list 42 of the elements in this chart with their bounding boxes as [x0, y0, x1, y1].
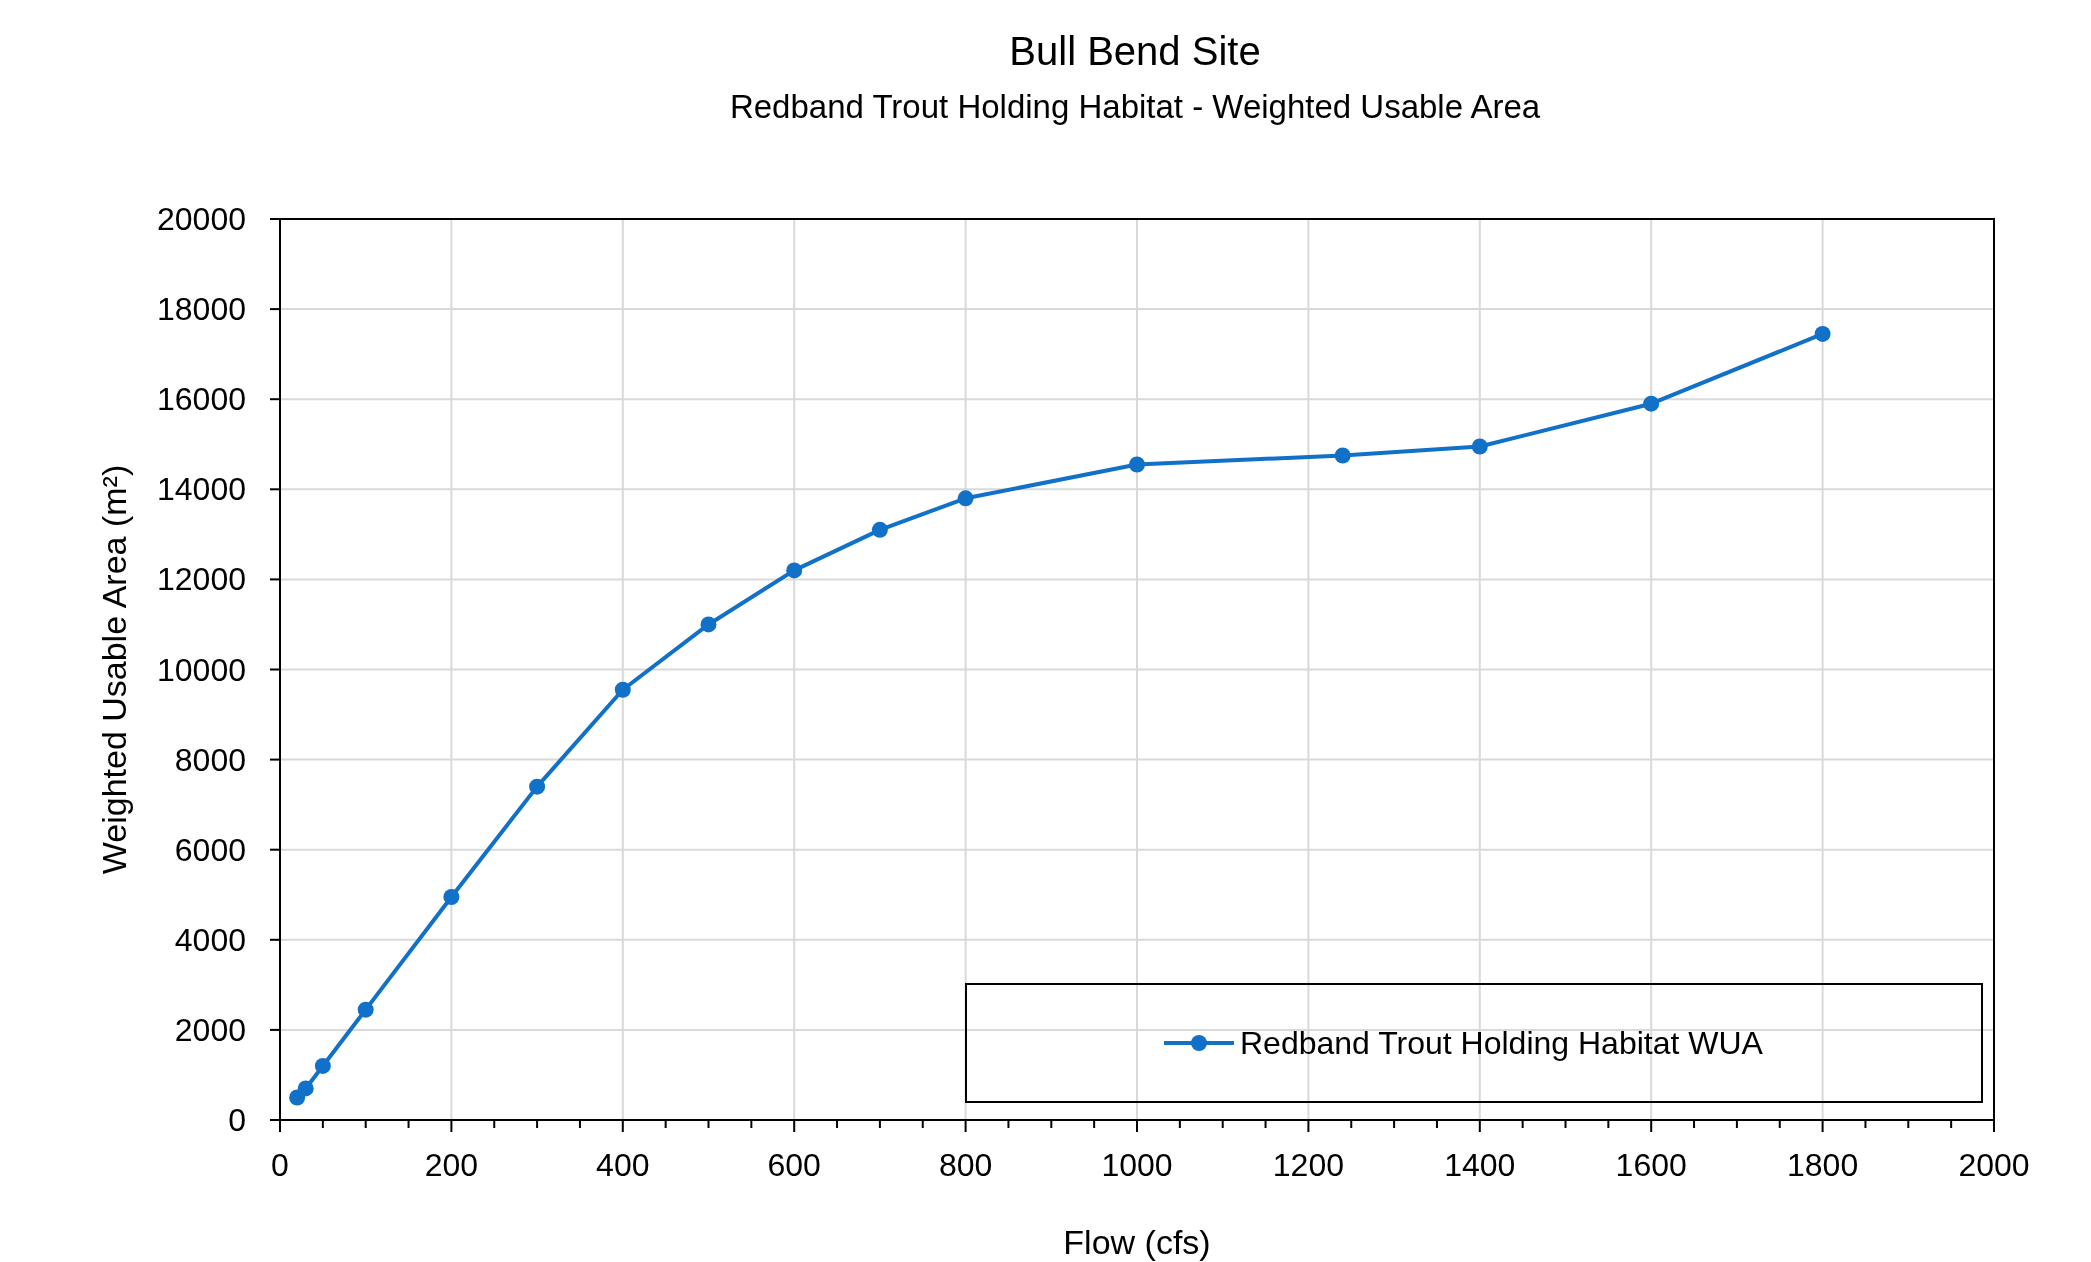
x-tick-label: 200 — [424, 1147, 479, 1183]
y-tick-label: 6000 — [174, 831, 246, 868]
y-tick-label: 18000 — [157, 291, 246, 328]
point — [1334, 447, 1351, 464]
point — [529, 778, 546, 795]
point — [871, 521, 888, 538]
y-tick-label: 16000 — [157, 381, 246, 418]
point — [614, 681, 631, 698]
y-tick-label: 0 — [228, 1102, 246, 1138]
point — [357, 1001, 374, 1018]
y-tick-label: 2000 — [174, 1011, 246, 1048]
y-tick-label: 4000 — [174, 921, 246, 958]
point — [314, 1057, 331, 1074]
y-tick-label: 12000 — [157, 561, 246, 598]
y-tick-label: 20000 — [157, 201, 246, 237]
y-axis-title: Weighted Usable Area (m²) — [95, 464, 133, 875]
point — [957, 490, 974, 507]
x-tick-label: 1200 — [1272, 1147, 1344, 1183]
chart-title: Bull Bend Site — [1009, 29, 1261, 73]
point — [786, 562, 803, 579]
x-tick-label: 2000 — [1958, 1147, 2030, 1183]
x-tick-label: 400 — [596, 1147, 650, 1183]
x-axis-title: Flow (cfs) — [1063, 1223, 1211, 1261]
y-tick-label: 8000 — [174, 741, 246, 778]
y-tick-label: 14000 — [157, 471, 246, 508]
point — [700, 616, 717, 633]
point — [443, 889, 460, 905]
y-tick-label: 10000 — [157, 651, 246, 688]
x-tick-label: 1600 — [1615, 1147, 1687, 1183]
point — [297, 1080, 314, 1097]
x-tick-label: 600 — [767, 1147, 821, 1183]
x-tick-label: 1800 — [1787, 1147, 1859, 1183]
point — [1814, 325, 1831, 342]
point — [1471, 438, 1488, 455]
x-tick-label: 1000 — [1101, 1147, 1173, 1183]
point — [1643, 395, 1660, 412]
x-tick-label: 1400 — [1444, 1147, 1516, 1183]
chart-subtitle: Redband Trout Holding Habitat - Weighted Usable Area — [729, 88, 1541, 125]
x-tick-label: 800 — [938, 1147, 993, 1183]
legend-label: Redband Trout Holding Habitat WUA — [1240, 1025, 1764, 1061]
x-tick-label: 0 — [271, 1147, 289, 1183]
point — [1129, 456, 1145, 473]
